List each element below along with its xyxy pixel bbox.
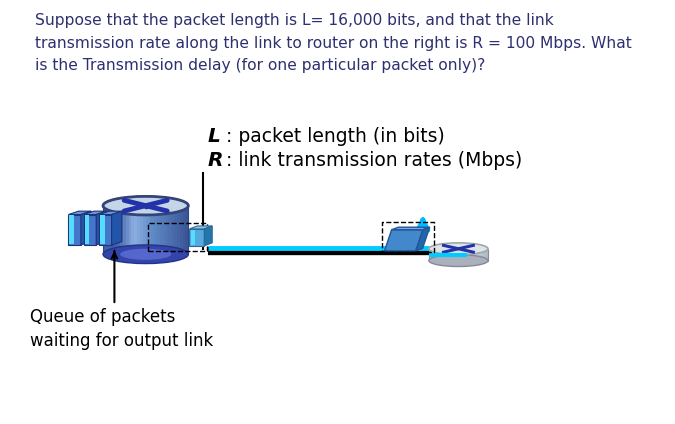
Polygon shape xyxy=(456,249,458,261)
Polygon shape xyxy=(123,206,126,254)
Polygon shape xyxy=(129,206,132,254)
Polygon shape xyxy=(485,249,488,261)
Polygon shape xyxy=(171,206,174,254)
Polygon shape xyxy=(482,249,485,261)
Text: : link transmission rates (Mbps): : link transmission rates (Mbps) xyxy=(226,151,522,170)
Polygon shape xyxy=(103,206,106,254)
Polygon shape xyxy=(100,215,105,244)
Polygon shape xyxy=(68,215,81,245)
Polygon shape xyxy=(174,206,177,254)
Polygon shape xyxy=(143,206,146,254)
Polygon shape xyxy=(84,215,97,245)
Polygon shape xyxy=(177,206,180,254)
Polygon shape xyxy=(437,249,441,261)
Polygon shape xyxy=(165,206,169,254)
Polygon shape xyxy=(151,206,154,254)
Polygon shape xyxy=(106,206,109,254)
Ellipse shape xyxy=(429,255,488,267)
Polygon shape xyxy=(85,215,89,244)
Polygon shape xyxy=(429,249,432,261)
Polygon shape xyxy=(385,230,423,251)
Polygon shape xyxy=(111,206,115,254)
Polygon shape xyxy=(180,206,183,254)
Polygon shape xyxy=(452,249,456,261)
Polygon shape xyxy=(68,211,91,215)
Polygon shape xyxy=(120,206,123,254)
Polygon shape xyxy=(140,206,143,254)
Ellipse shape xyxy=(120,249,171,260)
Polygon shape xyxy=(190,226,212,229)
Polygon shape xyxy=(126,206,129,254)
Polygon shape xyxy=(111,211,121,245)
Ellipse shape xyxy=(103,196,188,215)
Polygon shape xyxy=(154,206,157,254)
Text: Queue of packets
waiting for output link: Queue of packets waiting for output link xyxy=(30,308,213,350)
Polygon shape xyxy=(205,226,212,246)
Text: : packet length (in bits): : packet length (in bits) xyxy=(226,128,446,147)
Text: Suppose that the packet length is L= 16,000 bits, and that the link
transmission: Suppose that the packet length is L= 16,… xyxy=(35,14,632,73)
Polygon shape xyxy=(132,206,134,254)
Polygon shape xyxy=(183,206,186,254)
Polygon shape xyxy=(163,206,165,254)
Polygon shape xyxy=(109,206,111,254)
Polygon shape xyxy=(450,249,452,261)
Polygon shape xyxy=(432,249,435,261)
Polygon shape xyxy=(146,206,148,254)
Polygon shape xyxy=(473,249,476,261)
Polygon shape xyxy=(467,249,470,261)
Text: L: L xyxy=(207,128,220,147)
Polygon shape xyxy=(169,206,171,254)
Polygon shape xyxy=(148,206,151,254)
Text: R: R xyxy=(207,151,223,170)
Polygon shape xyxy=(462,249,464,261)
Polygon shape xyxy=(81,211,91,245)
Polygon shape xyxy=(392,227,430,230)
Polygon shape xyxy=(160,206,163,254)
Polygon shape xyxy=(441,249,443,261)
Polygon shape xyxy=(157,206,160,254)
Ellipse shape xyxy=(429,243,488,255)
Polygon shape xyxy=(479,249,482,261)
Polygon shape xyxy=(458,249,462,261)
Polygon shape xyxy=(99,215,111,245)
Polygon shape xyxy=(464,249,467,261)
Polygon shape xyxy=(443,249,447,261)
Polygon shape xyxy=(186,206,188,254)
Polygon shape xyxy=(115,206,117,254)
Polygon shape xyxy=(470,249,473,261)
Polygon shape xyxy=(137,206,140,254)
Polygon shape xyxy=(476,249,479,261)
Polygon shape xyxy=(84,211,107,215)
Polygon shape xyxy=(416,227,430,251)
Polygon shape xyxy=(447,249,450,261)
Polygon shape xyxy=(435,249,437,261)
Polygon shape xyxy=(99,211,122,215)
Polygon shape xyxy=(97,211,107,245)
Polygon shape xyxy=(134,206,137,254)
Ellipse shape xyxy=(103,245,188,264)
Polygon shape xyxy=(190,229,205,246)
Polygon shape xyxy=(70,215,74,244)
Polygon shape xyxy=(117,206,120,254)
Polygon shape xyxy=(190,230,195,245)
